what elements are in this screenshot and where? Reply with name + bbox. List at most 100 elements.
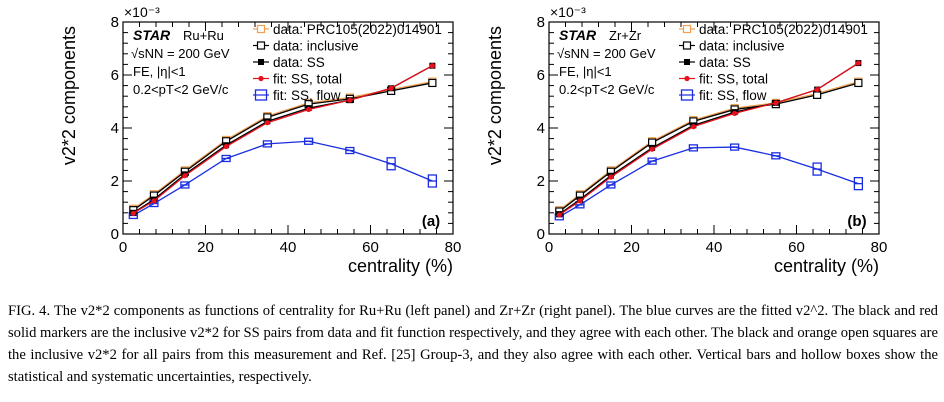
data-point xyxy=(130,210,136,216)
legend-label: fit: SS, total xyxy=(273,72,342,87)
legend-marker xyxy=(680,89,694,101)
legend-label: data: SS xyxy=(699,55,751,70)
y-axis-label: v2*2 components xyxy=(59,26,79,165)
series-4 xyxy=(554,143,864,221)
system-label: Zr+Zr xyxy=(609,28,642,43)
legend-label: data: inclusive xyxy=(699,39,785,54)
y-tick-label: 0 xyxy=(111,226,119,243)
legend-entry: fit: SS, flow xyxy=(253,88,341,103)
legend-entry: data: SS xyxy=(679,55,751,70)
eta-cut-label: FE, |η|<1 xyxy=(559,64,612,79)
legend-label: data: PRC105(2022)014901 xyxy=(273,22,442,37)
x-tick-label: 0 xyxy=(545,239,553,256)
legend-label: fit: SS, total xyxy=(699,72,768,87)
data-point xyxy=(649,146,655,152)
figure-caption: FIG. 4. The v2*2 components as functions… xyxy=(8,300,938,388)
y-tick-label: 0 xyxy=(537,226,545,243)
series-3 xyxy=(130,63,435,216)
legend-label: data: inclusive xyxy=(273,39,359,54)
data-point xyxy=(577,198,583,204)
data-point xyxy=(306,106,312,113)
experiment-label: STAR xyxy=(559,27,597,43)
legend-label: fit: SS, flow xyxy=(699,88,767,103)
y-tick-label: 2 xyxy=(111,173,119,190)
x-tick-label: 20 xyxy=(197,239,214,256)
x-axis-label: centrality (%) xyxy=(774,256,879,276)
x-tick-label: 40 xyxy=(280,239,297,256)
y-tick-label: 4 xyxy=(111,120,119,137)
legend-marker xyxy=(258,59,264,65)
x-tick-label: 80 xyxy=(445,239,462,256)
data-point xyxy=(428,78,437,88)
x-tick-label: 60 xyxy=(788,239,805,256)
data-point xyxy=(182,173,188,179)
panel-label: (a) xyxy=(422,213,440,230)
y-tick-label: 6 xyxy=(537,67,545,84)
data-point xyxy=(429,63,435,69)
legend-entry: data: inclusive xyxy=(679,39,785,54)
legend-entry: data: PRC105(2022)014901 xyxy=(253,22,442,37)
legend-marker xyxy=(256,41,266,50)
series-line xyxy=(132,140,433,217)
data-point xyxy=(223,143,229,150)
data-point xyxy=(608,174,614,180)
data-point xyxy=(690,124,696,130)
legend-label: data: PRC105(2022)014901 xyxy=(699,22,868,37)
y-tick-label: 8 xyxy=(537,14,545,31)
y-tick-label: 2 xyxy=(537,173,545,190)
legend-marker xyxy=(254,89,268,101)
y-multiplier: ×10⁻³ xyxy=(124,4,160,20)
legend-marker xyxy=(682,41,692,50)
pt-cut-label: 0.2<pT<2 GeV/c xyxy=(133,82,229,97)
legend-entry: data: PRC105(2022)014901 xyxy=(679,22,868,37)
x-tick-label: 20 xyxy=(623,239,640,256)
legend-label: data: SS xyxy=(273,55,325,70)
data-point xyxy=(814,86,820,93)
caption-text: The v2*2 components as functions of cent… xyxy=(8,303,938,385)
chart-panel-a: 0 20 40 60 80 0 2 4 6 8 ×10⁻³ centrality (%) v2*2 co… xyxy=(59,4,461,276)
legend-marker xyxy=(258,75,264,82)
eta-cut-label: FE, |η|<1 xyxy=(133,64,186,79)
y-tick-label: 6 xyxy=(111,67,119,84)
data-point xyxy=(264,120,270,126)
series-3 xyxy=(556,60,861,218)
y-multiplier: ×10⁻³ xyxy=(550,4,586,20)
legend-entry: data: inclusive xyxy=(253,39,359,54)
x-tick-label: 80 xyxy=(871,239,888,256)
x-tick-label: 40 xyxy=(706,239,723,256)
data-point xyxy=(773,100,779,106)
legend-marker xyxy=(684,75,690,82)
data-point xyxy=(854,78,863,88)
energy-label: √sNN = 200 GeV xyxy=(557,46,656,61)
y-tick-label: 4 xyxy=(537,120,545,137)
chart-panel-b: 0 20 40 60 80 0 2 4 6 8 ×10⁻³ centrality (%) v2*2 co… xyxy=(485,4,887,276)
legend-marker xyxy=(682,24,692,34)
data-point xyxy=(388,85,394,91)
legend-marker xyxy=(684,59,690,65)
panel-label: (b) xyxy=(847,213,866,230)
data-point xyxy=(151,198,157,204)
x-tick-label: 0 xyxy=(119,239,127,256)
y-tick-label: 8 xyxy=(111,14,119,31)
legend-entry: fit: SS, total xyxy=(679,72,768,87)
x-tick-label: 60 xyxy=(362,239,379,256)
data-point xyxy=(732,110,738,117)
y-axis-label: v2*2 components xyxy=(485,26,505,165)
energy-label: √sNN = 200 GeV xyxy=(131,46,230,61)
figure-label: FIG. 4. xyxy=(8,303,51,319)
pt-cut-label: 0.2<pT<2 GeV/c xyxy=(559,82,655,97)
data-point xyxy=(347,97,353,103)
system-label: Ru+Ru xyxy=(183,28,224,43)
series-4 xyxy=(128,137,438,220)
data-point xyxy=(855,60,861,66)
legend-marker xyxy=(256,24,266,34)
legend-entry: fit: SS, total xyxy=(253,72,342,87)
data-point xyxy=(556,212,562,218)
x-axis-label: centrality (%) xyxy=(348,256,453,276)
experiment-label: STAR xyxy=(133,27,171,43)
legend-entry: fit: SS, flow xyxy=(679,88,767,103)
figure: 0 20 40 60 80 0 2 4 6 8 ×10⁻³ centrality (%) v2*2 co… xyxy=(59,4,887,276)
legend-entry: data: SS xyxy=(253,55,325,70)
legend-label: fit: SS, flow xyxy=(273,88,341,103)
